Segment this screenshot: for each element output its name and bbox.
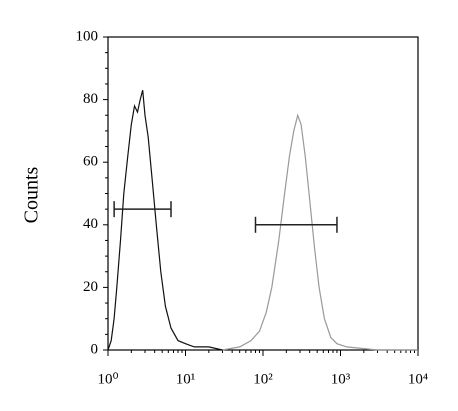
y-tick-label: 0 [91,341,99,357]
y-tick-label: 40 [83,216,98,232]
y-tick-label: 100 [76,28,99,44]
x-tick-label: 10¹ [176,371,196,387]
x-tick-label: 10⁴ [408,371,428,387]
y-tick-label: 80 [83,91,98,107]
y-tick-label: 20 [83,279,98,295]
histogram-line [222,113,418,351]
x-tick-label: 10⁰ [97,371,118,387]
y-axis-label: Counts [21,166,43,223]
x-tick-label: 10³ [331,371,351,387]
y-tick-label: 60 [83,154,98,170]
histogram-line [107,90,223,351]
x-tick-label: 10² [253,371,273,387]
plot-frame [107,36,419,351]
